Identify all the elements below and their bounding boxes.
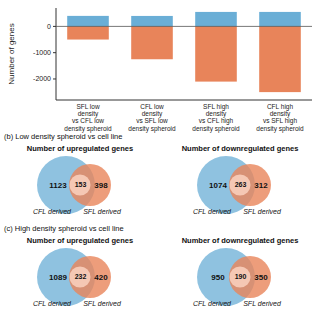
bar — [195, 12, 237, 26]
venn-count: 1074 — [209, 181, 227, 190]
x-tick-label-line: density spheroid — [256, 125, 304, 133]
y-tick — [53, 78, 56, 79]
venn-count: 312 — [254, 181, 268, 190]
venn-right-set — [229, 164, 271, 206]
venn-count: 1089 — [49, 273, 67, 282]
bar — [67, 16, 109, 27]
x-tick-label: CFL lowdensityvs SFL lowdensity spheroid — [128, 103, 176, 133]
x-axis — [56, 100, 312, 101]
venn-title: Number of downregulated genes — [182, 144, 299, 153]
x-tick-label: SFL lowdensityvs CFL lowdensity spheroid — [64, 103, 112, 133]
venn-set-label: CFL derived — [33, 208, 72, 215]
panel-label: (b) Low density spheroid vs cell line — [4, 132, 122, 141]
baseline — [56, 26, 312, 27]
x-tick-label-line: vs CFL low — [72, 117, 104, 124]
bar — [195, 26, 237, 81]
venn-title: Number of downregulated genes — [182, 236, 299, 245]
venn-count: 263 — [235, 181, 247, 188]
panel-label: (c) High density spheroid vs cell line — [4, 224, 124, 233]
venn-overlap — [70, 267, 91, 288]
venn-set-label: SFL derived — [83, 208, 122, 215]
y-tick-label: -1000 — [33, 49, 51, 56]
x-tick-label-line: SFL low — [76, 103, 100, 110]
x-tick-label: SFL highdensityvs CFL highdensity sphero… — [192, 103, 240, 133]
x-tick-label-line: CFL low — [140, 103, 164, 110]
y-axis-label: Number of genes — [7, 23, 16, 84]
bar — [67, 26, 109, 39]
venn-set-label: CFL derived — [33, 300, 72, 307]
venn-count: 1123 — [49, 181, 67, 190]
y-axis — [56, 8, 57, 100]
venn-set-label: CFL derived — [193, 208, 232, 215]
venn-right-set — [69, 256, 111, 298]
x-tick-label-line: vs SFL low — [136, 117, 168, 124]
venn-title: Number of upregulated genes — [27, 144, 133, 153]
venn-title: Number of upregulated genes — [27, 236, 133, 245]
x-tick-label: CFL highdensityvs SFL highdensity sphero… — [256, 103, 304, 133]
bar-chart: 0-1000-2000Number of genesSFL lowdensity… — [7, 8, 312, 133]
y-tick-label: 0 — [47, 23, 51, 30]
venn-right-set — [229, 256, 271, 298]
figure: 0-1000-2000Number of genesSFL lowdensity… — [0, 0, 320, 320]
venn-count: 232 — [75, 273, 87, 280]
venn-set-label: SFL derived — [243, 208, 282, 215]
bars — [67, 12, 301, 92]
venn: Number of downregulated genes 1074 263 312 C… — [182, 144, 299, 215]
venn-overlap — [70, 175, 91, 196]
venn-count: 398 — [94, 181, 108, 190]
venn-overlap — [230, 267, 251, 288]
y-tick-label: -2000 — [33, 75, 51, 82]
venn: (c) High density spheroid vs cell line Nu… — [4, 224, 133, 307]
bar — [259, 12, 301, 26]
venn-set-label: CFL derived — [193, 300, 232, 307]
venn-count: 950 — [211, 273, 225, 282]
x-tick-label-line: density spheroid — [128, 125, 176, 133]
bar — [131, 16, 173, 26]
venn-count: 420 — [94, 273, 108, 282]
bar — [259, 26, 301, 92]
venn-count: 190 — [235, 273, 247, 280]
venn: Number of downregulated genes 950 190 350 CF… — [182, 236, 299, 307]
bar — [131, 26, 173, 59]
venn-count: 153 — [75, 181, 87, 188]
venn-overlap — [230, 175, 251, 196]
x-tick-label-line: density spheroid — [192, 125, 240, 133]
venn-set-label: SFL derived — [243, 300, 282, 307]
venn: (b) Low density spheroid vs cell line Num… — [4, 132, 133, 215]
y-tick — [53, 26, 56, 27]
y-tick — [53, 52, 56, 53]
venn-right-set — [69, 164, 111, 206]
venn-count: 350 — [254, 273, 268, 282]
venn-set-label: SFL derived — [83, 300, 122, 307]
